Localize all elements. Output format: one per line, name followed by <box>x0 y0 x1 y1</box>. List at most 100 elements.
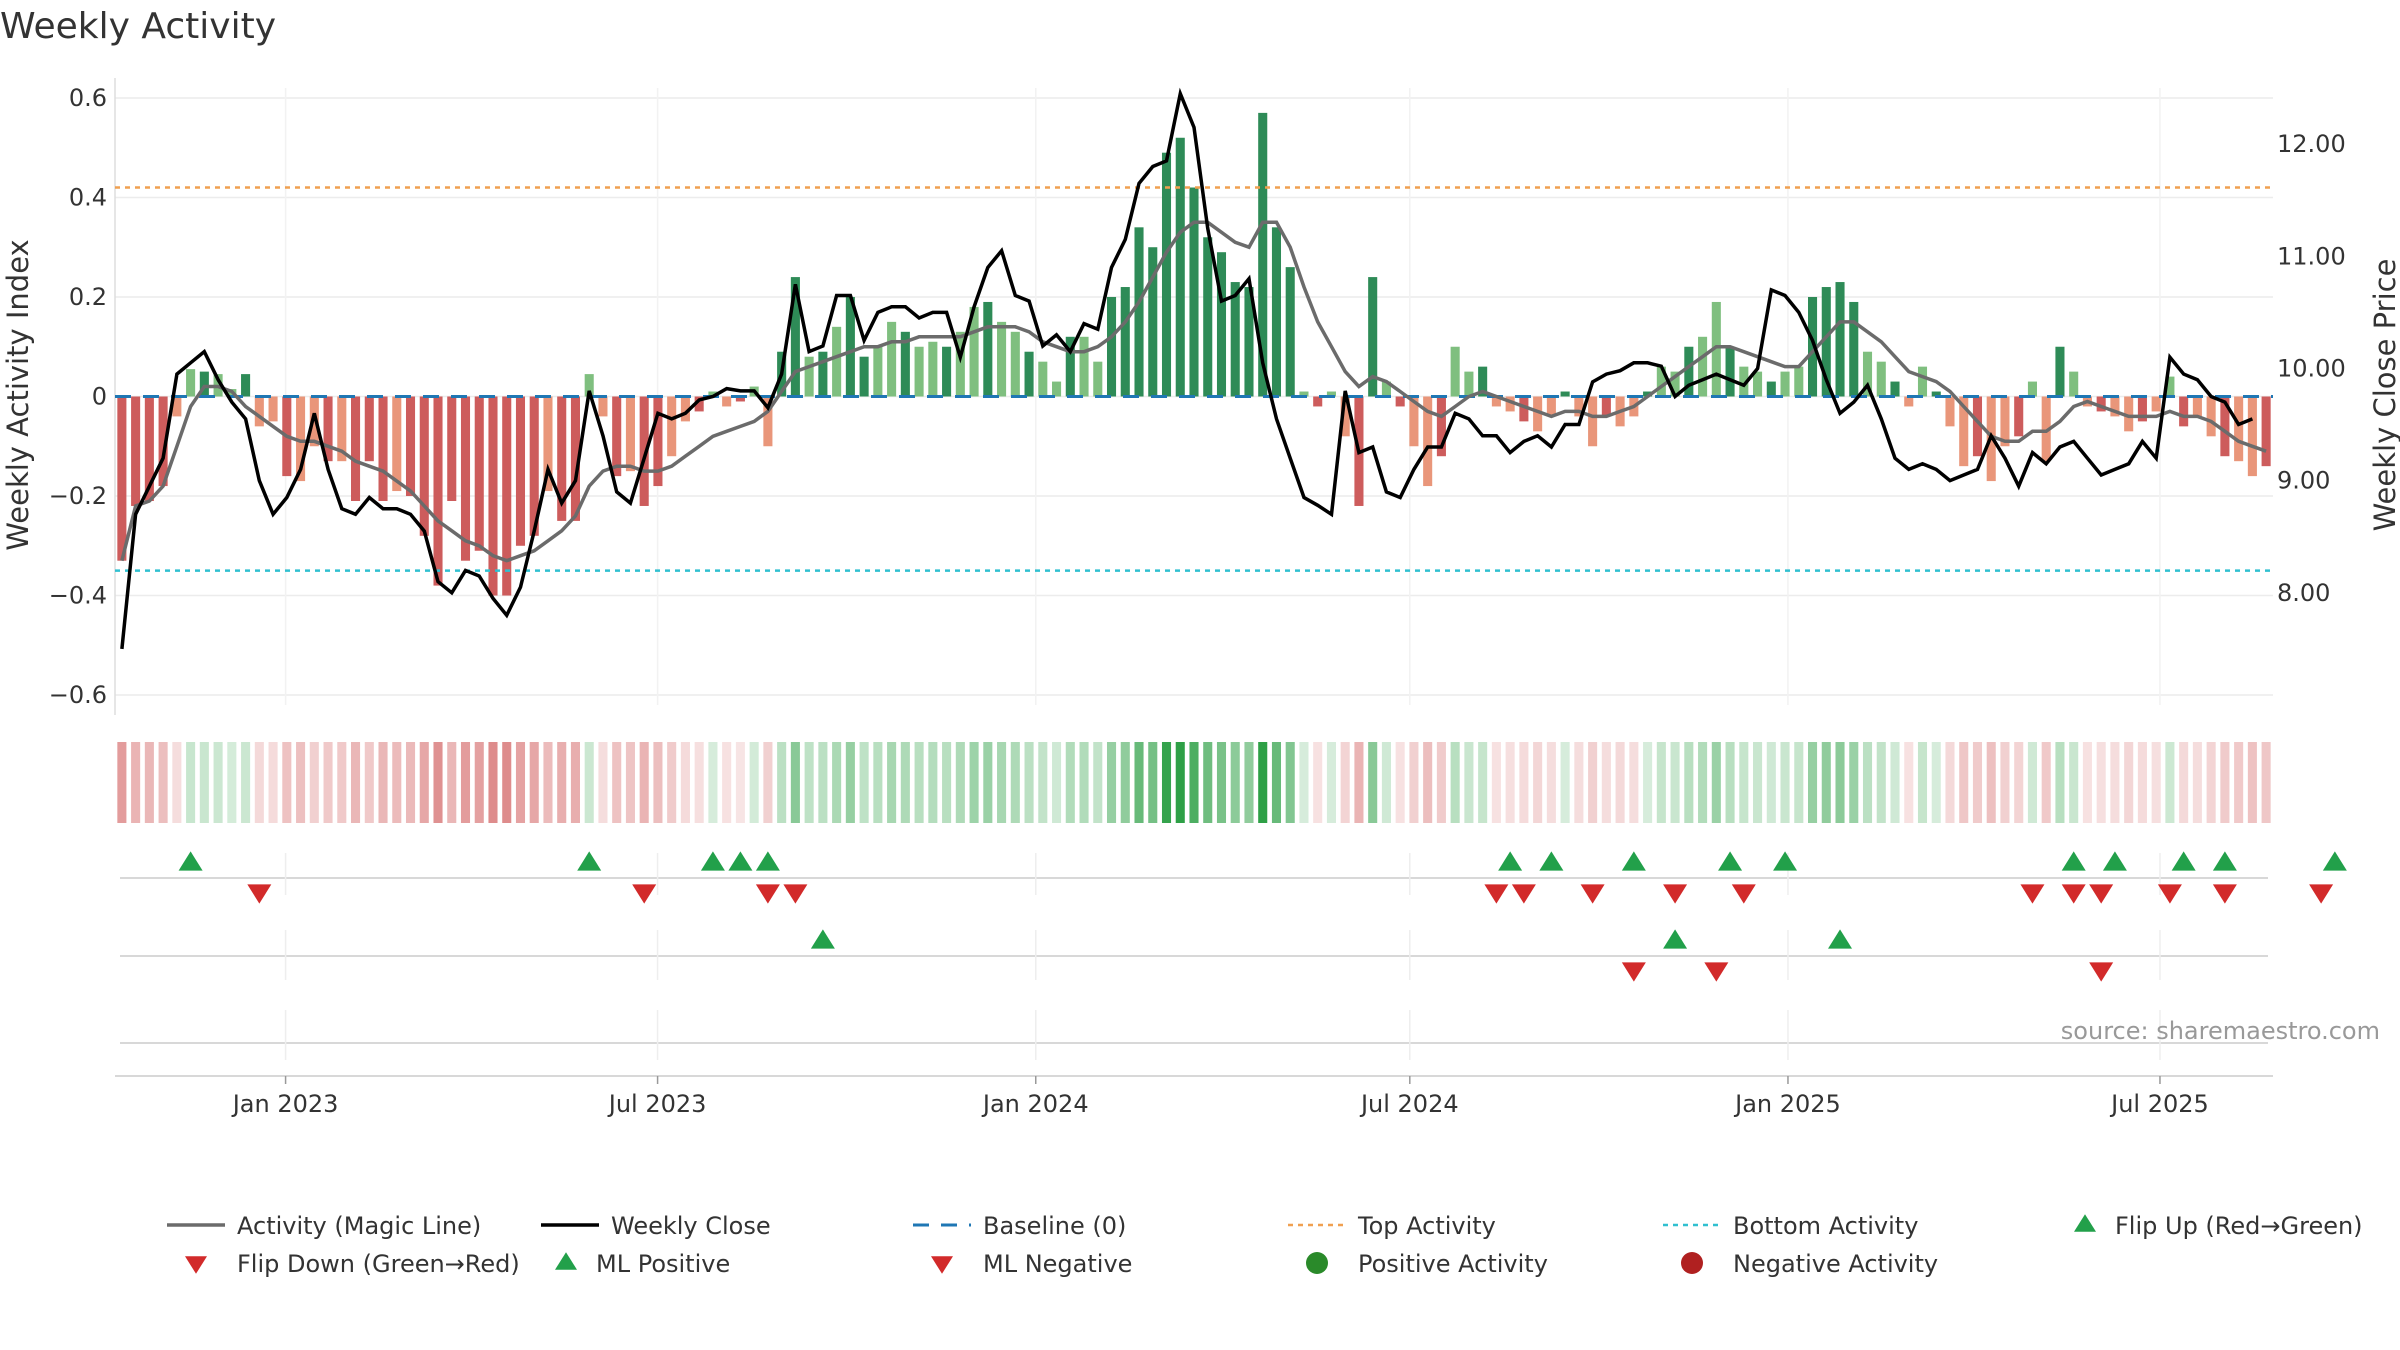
heat-cell <box>1134 742 1144 823</box>
heat-cell <box>1409 742 1419 823</box>
activity-bar <box>1161 152 1172 397</box>
activity-bar <box>131 396 141 506</box>
ml-negative-marker <box>1704 962 1729 982</box>
activity-bar <box>488 396 498 596</box>
heat-cell <box>1464 742 1474 823</box>
x-tick-label: Jul 2024 <box>1359 1090 1459 1118</box>
activity-bar <box>1959 396 1969 467</box>
activity-bar <box>818 351 828 397</box>
flip-up-marker <box>2212 851 2237 871</box>
heat-cell <box>1876 742 1886 823</box>
activity-bar <box>1285 267 1295 397</box>
heat-cell <box>1450 742 1460 823</box>
legend-label: Weekly Close <box>611 1212 771 1240</box>
activity-bar <box>1079 336 1089 397</box>
heat-cell <box>1711 742 1721 823</box>
heat-cell <box>1395 742 1405 823</box>
activity-bar <box>1052 381 1062 397</box>
heat-cell <box>268 742 278 823</box>
magic-line <box>120 220 2267 563</box>
activity-bar <box>1258 112 1268 397</box>
y2-tick-label: 12.00 <box>2277 130 2346 158</box>
heat-cell <box>309 742 319 823</box>
flip-up-marker <box>1773 851 1798 871</box>
activity-bar <box>1904 396 1914 407</box>
ml-negative-marker <box>2089 962 2114 982</box>
legend-item: Activity (Magic Line) <box>167 1212 481 1240</box>
heat-cell <box>1052 742 1062 823</box>
activity-bar <box>2110 396 2120 417</box>
heat-cell <box>1038 742 1048 823</box>
activity-bar <box>2014 396 2024 437</box>
activity-bar <box>1684 346 1694 397</box>
activity-bar <box>405 396 416 497</box>
legend-item: ML Positive <box>555 1250 730 1278</box>
heat-cell <box>186 742 196 823</box>
heat-cell <box>1505 742 1515 823</box>
heat-cell <box>351 742 361 823</box>
flip-down-marker <box>2157 884 2182 904</box>
activity-bar <box>1519 396 1529 422</box>
x-tick-label: Jan 2025 <box>1733 1090 1841 1118</box>
activity-bar <box>1464 371 1474 397</box>
heat-cell <box>1244 742 1254 823</box>
legend-label: Flip Up (Red→Green) <box>2115 1212 2363 1240</box>
activity-heat-strip <box>117 742 2271 823</box>
heat-cell <box>337 742 347 823</box>
activity-bar <box>735 396 745 402</box>
activity-bar <box>639 396 649 506</box>
heat-cell <box>1698 742 1708 823</box>
heat-cell <box>1148 742 1158 823</box>
heat-cell <box>1258 742 1268 823</box>
heat-cell <box>557 742 567 823</box>
activity-bar <box>1038 361 1048 397</box>
heat-cell <box>1780 742 1790 823</box>
heat-cell <box>1230 742 1240 823</box>
activity-bar <box>859 356 869 397</box>
activity-bar <box>1835 282 1845 397</box>
heat-cell <box>1354 742 1364 823</box>
activity-bar <box>337 396 347 462</box>
heat-cell <box>254 742 264 823</box>
heat-cell <box>158 742 168 823</box>
heat-cell <box>488 742 498 823</box>
heat-cell <box>1574 742 1584 823</box>
heat-cell <box>1381 742 1391 823</box>
flip-down-marker <box>1731 884 1756 904</box>
flip-up-marker <box>728 851 753 871</box>
activity-bar <box>942 346 952 397</box>
activity-bar <box>1862 351 1873 397</box>
y2-tick-label: 9.00 <box>2277 467 2330 495</box>
heat-cell <box>1917 742 1928 823</box>
heat-cell <box>460 742 471 823</box>
flip-up-marker <box>178 851 203 871</box>
y-tick-label: −0.6 <box>49 681 107 709</box>
activity-bar <box>1148 247 1158 397</box>
activity-bar <box>2137 396 2147 422</box>
heat-cell <box>2055 742 2065 823</box>
series-lines <box>120 87 2267 650</box>
activity-bar <box>1533 396 1543 432</box>
legend-item: Flip Down (Green→Red) <box>185 1250 520 1278</box>
activity-bar <box>199 371 209 397</box>
activity-bar <box>1340 396 1350 437</box>
activity-bar <box>1010 331 1020 397</box>
flip-up-marker <box>577 851 602 871</box>
activity-bar <box>2206 396 2216 437</box>
heat-cell <box>1093 742 1103 823</box>
activity-bar <box>1807 296 1818 397</box>
activity-bar <box>1876 361 1886 397</box>
heat-cell <box>1546 742 1556 823</box>
activity-bar <box>474 396 484 551</box>
flip-down-marker <box>1663 884 1688 904</box>
heat-cell <box>997 742 1007 823</box>
heat-cell <box>2096 742 2106 823</box>
heat-cell <box>928 742 938 823</box>
legend-item: Weekly Close <box>541 1212 771 1240</box>
activity-bar <box>557 396 567 521</box>
heat-cell <box>2000 742 2010 823</box>
activity-bar <box>1230 282 1240 397</box>
heat-cell <box>296 742 306 823</box>
heat-cell <box>2082 742 2092 823</box>
